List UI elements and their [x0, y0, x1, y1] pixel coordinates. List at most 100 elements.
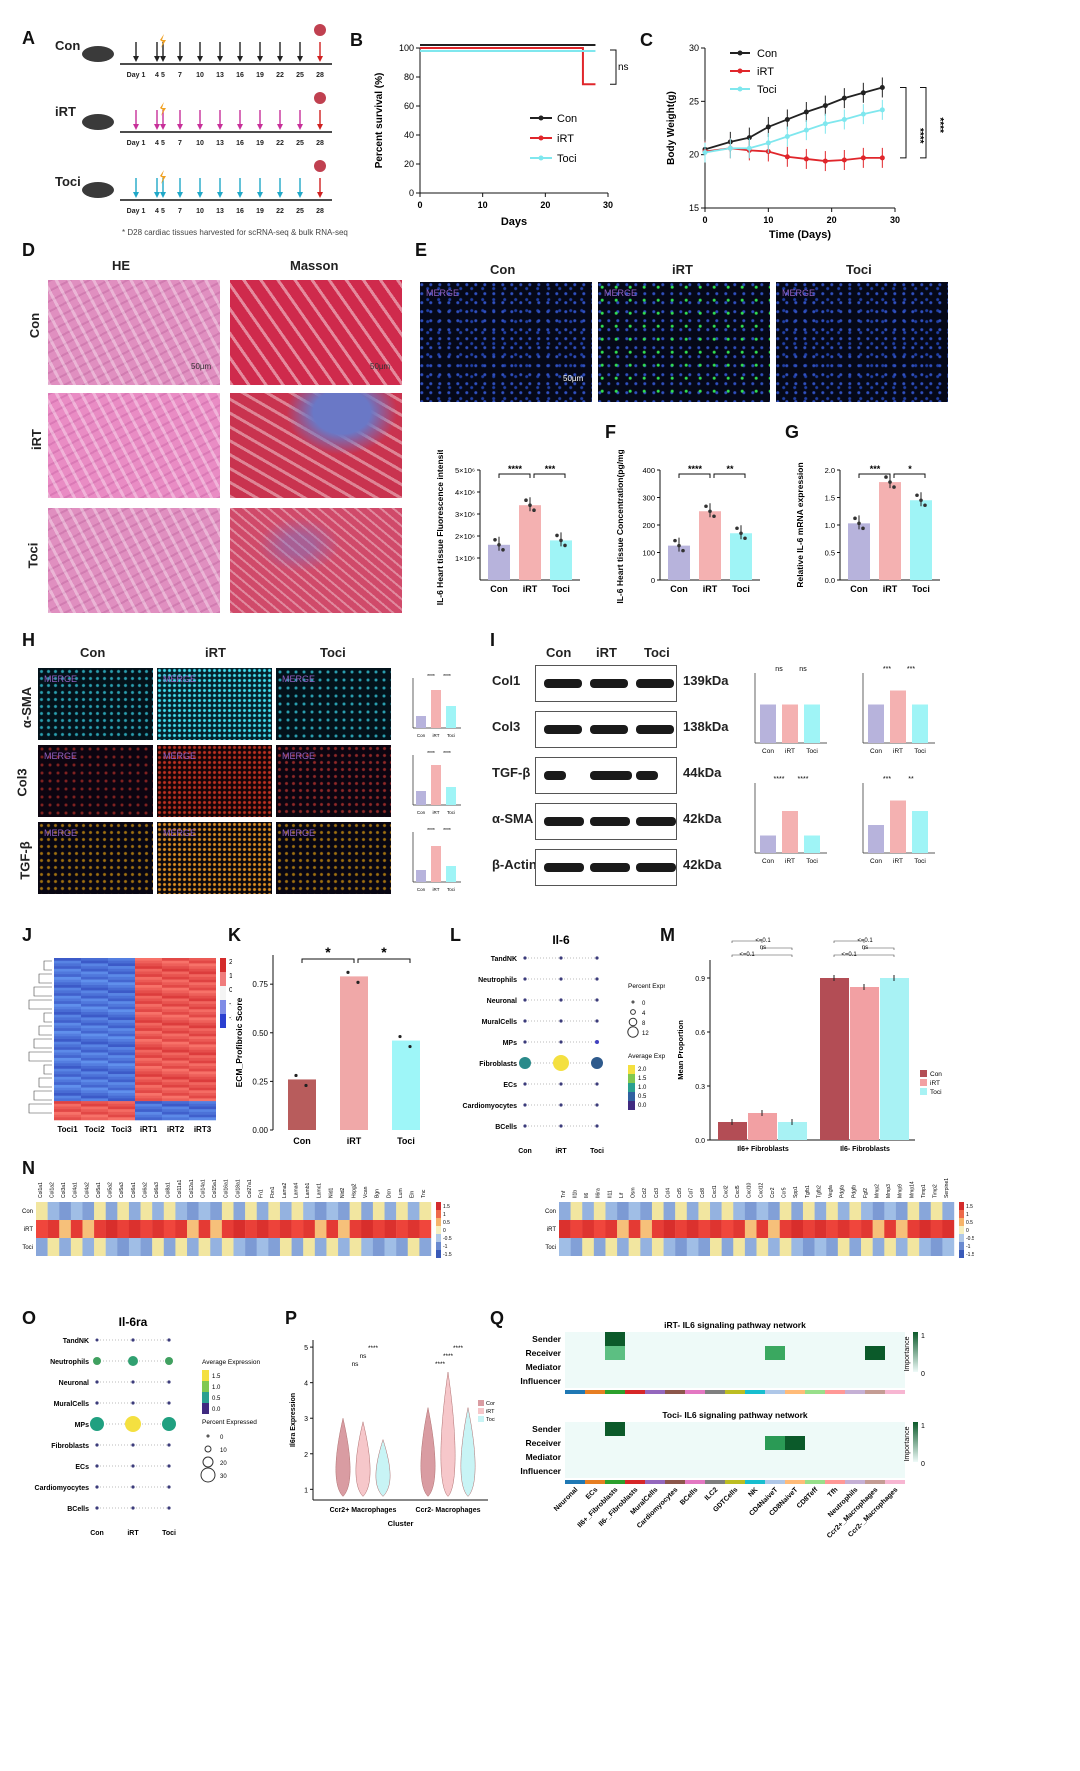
kda-label: 44kDa [683, 765, 722, 780]
weight-line-toci [704, 108, 883, 154]
heatmap-cell [189, 1030, 216, 1034]
heatmap-cell [162, 1076, 189, 1080]
gene-label: Eln [410, 1191, 416, 1198]
p-label: <=0.1 [857, 938, 873, 944]
bar [446, 706, 456, 728]
heatmap-cell [117, 1220, 130, 1238]
heatmap-cell [81, 982, 108, 986]
importance-cell [805, 1436, 825, 1450]
heatmap-cell [256, 1238, 269, 1256]
heatmap-cell [210, 1202, 223, 1220]
data-point [765, 140, 771, 146]
day-label: 7 [178, 72, 182, 79]
merge-label: MERGE [426, 288, 460, 298]
color-scale-label: -1 [443, 1244, 448, 1250]
heatmap-cell [162, 1066, 189, 1069]
heatmap-cell [135, 960, 162, 964]
heatmap-cell [135, 971, 162, 975]
color-scale-block [220, 1014, 226, 1028]
row-label: iRT [547, 1227, 557, 1233]
dendrogram-branch [28, 999, 52, 1010]
heatmap-cell [768, 1202, 780, 1220]
heatmap-cell [54, 1082, 81, 1086]
heatmap-cell [81, 1079, 108, 1083]
dose-arrowhead [154, 56, 160, 62]
role-label: Receiver [526, 1348, 562, 1358]
gene-label: Col27a1 [247, 1179, 253, 1198]
cell-type-color-strip [705, 1480, 725, 1484]
heatmap-cell [135, 1047, 162, 1051]
cell-type-label: Neuronal [59, 1380, 89, 1387]
heatmap-cell [54, 1109, 81, 1113]
expression-dot [93, 1357, 101, 1365]
bar [760, 835, 776, 853]
y-axis-label: Il6ra Expression [290, 1393, 297, 1447]
legend-label: Toci [757, 84, 777, 96]
heatmap-cell [162, 1087, 189, 1091]
col3-image-irt: MERGE [157, 745, 272, 817]
heatmap-cell [756, 1220, 769, 1238]
heatmap-cell [108, 1095, 135, 1099]
dendrogram-branch [38, 1025, 52, 1036]
heatmap-cell [162, 963, 189, 967]
ecm-score-bar-chart: 0.00 0.25 0.50 0.75 ECM_Profibroic Score Con i… [234, 944, 420, 1146]
protein-label: β-Actin [492, 857, 537, 872]
dose-arrowhead [133, 192, 139, 198]
heatmap-cell [108, 1098, 135, 1102]
y-tick-label: 0.25 [252, 1077, 268, 1086]
size-legend-circle [206, 1434, 210, 1438]
heatmap-cell [135, 1066, 162, 1069]
bar-con [820, 978, 849, 1140]
heatmap-cell [135, 1009, 162, 1013]
x-tick-label: Con [417, 810, 426, 815]
heatmap-cell [82, 1220, 95, 1238]
x-tick-label: Ccr2- Macrophages [416, 1507, 481, 1514]
heatmap-cell [81, 1098, 108, 1102]
blot-strip-4 [535, 849, 677, 886]
legend-marker [737, 86, 743, 92]
p-label: <=0.1 [739, 952, 755, 958]
day-label: 4 [155, 72, 159, 79]
heatmap-cell [108, 1084, 135, 1088]
he-image-toci [48, 508, 220, 613]
heatmap-cell [94, 1202, 106, 1220]
gene-label: Lamb1 [305, 1182, 311, 1198]
gene-expression-heatmaps: Col1a1 Col1a2 Col3a1 Col4a1 Col4a2 Col5a1 Col5… [22, 1178, 974, 1258]
scale-label: 1 [921, 1333, 925, 1340]
row-label: Toci [545, 1245, 556, 1251]
heatmap-cell [162, 1049, 189, 1053]
heatmap-cell [54, 1014, 81, 1018]
heatmap-cell [81, 971, 108, 975]
heatmap-cell [189, 1066, 216, 1069]
gene-label: Fgf2 [863, 1188, 869, 1198]
heatmap-cell [582, 1202, 595, 1220]
heatmap-cell [108, 963, 135, 967]
heatmap-cell [54, 998, 81, 1002]
heatmap-cell [779, 1202, 792, 1220]
merge-label: MERGE [282, 751, 316, 761]
cell-type-color-strip [685, 1390, 705, 1394]
importance-cell [645, 1346, 665, 1360]
y-tick-label: 20 [404, 159, 414, 169]
heatmap-cell [54, 1079, 81, 1083]
heatmap-cell [675, 1238, 687, 1256]
heatmap-cell [189, 1020, 216, 1024]
sample-point [861, 526, 865, 531]
significance-label: **** [435, 1361, 446, 1368]
sample-point [497, 543, 501, 547]
importance-cell [625, 1346, 645, 1360]
heatmap-cell [233, 1220, 246, 1238]
y-tick-label: 60 [404, 101, 414, 111]
significance-label: ns [352, 1361, 360, 1368]
significance-bracket [731, 954, 793, 957]
gene-label: Il6ra [596, 1188, 602, 1198]
legend-title: Percent Expressed [202, 1419, 257, 1426]
heatmap-cell [884, 1202, 897, 1220]
violin-shape [420, 1407, 436, 1497]
heatmap-cell [108, 979, 135, 983]
col-label-con: Con [546, 645, 572, 660]
importance-cell [885, 1436, 905, 1450]
heatmap-cell [108, 1025, 135, 1029]
heatmap-cell [919, 1202, 931, 1220]
heatmap-cell [108, 1028, 135, 1032]
